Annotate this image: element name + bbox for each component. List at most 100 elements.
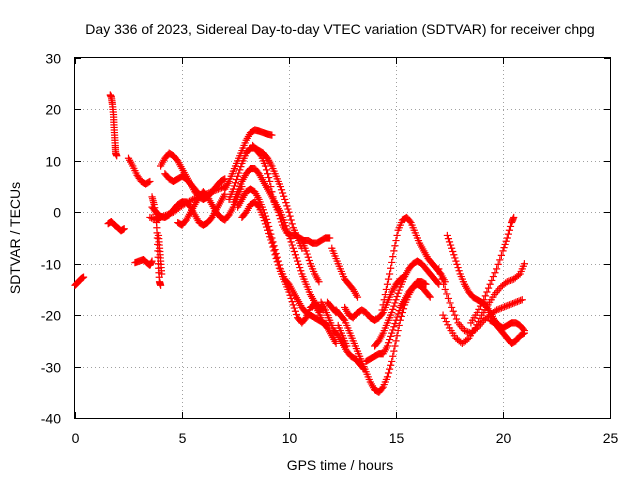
data-point-marker [395,307,403,315]
data-point-marker [392,337,400,345]
data-point-marker [503,234,511,242]
data-point-marker [315,278,323,286]
data-point-marker [445,238,454,246]
data-point-marker [232,175,241,184]
data-point-marker [332,339,340,348]
data-point-marker [282,199,290,207]
data-point-marker [268,239,276,247]
data-point-marker [451,254,459,262]
data-point-marker [510,213,518,222]
data-point-marker [449,247,457,256]
data-point-marker [444,235,453,243]
data-point-marker [353,293,362,301]
data-point-marker [451,311,459,319]
data-point-marker [435,265,443,273]
data-points [71,91,528,396]
data-point-marker [291,307,300,315]
data-point-marker [384,275,393,283]
data-point-marker [381,290,389,299]
data-point-marker [486,280,494,288]
data-point-marker [273,258,281,266]
data-point-marker [382,285,390,294]
data-point-marker [268,188,276,196]
data-point-marker [297,267,305,275]
x-tick-label: 25 [603,430,619,446]
data-point-marker [237,163,245,171]
data-point-marker [261,220,270,228]
data-point-marker [390,247,398,255]
data-point-marker [444,294,453,303]
x-tick-label: 0 [72,430,80,446]
data-point-marker [520,260,528,268]
data-point-marker [496,256,504,264]
data-point-marker [269,193,277,201]
data-point-marker [390,302,398,310]
data-point-marker [438,275,446,283]
data-point-marker [453,260,461,268]
data-point-marker [391,342,399,350]
data-point-marker [520,329,528,337]
data-point-marker [452,315,461,323]
data-point-marker [266,233,274,241]
data-point-marker [305,256,313,265]
data-point-marker [272,254,280,263]
data-point-marker [274,208,282,216]
data-point-marker [378,384,386,393]
data-point-marker [505,226,514,234]
data-point-marker [443,290,451,298]
y-tick-label: 20 [45,102,61,118]
data-point-marker [267,236,275,244]
data-point-marker [385,365,394,373]
y-tick-label: -20 [41,308,61,324]
data-point-marker [380,296,388,304]
data-point-marker [406,217,414,225]
data-point-marker [264,226,272,234]
data-point-marker [261,162,270,170]
data-point-marker [285,288,293,296]
data-point-marker [262,223,271,231]
data-point-marker [391,299,399,307]
data-point-marker [383,342,392,350]
data-point-marker [301,315,309,323]
data-point-marker [290,304,298,312]
data-point-marker [499,247,507,255]
data-point-marker [266,177,274,186]
data-point-marker [483,288,491,296]
data-point-marker [288,220,296,228]
data-point-marker [450,251,458,259]
data-point-marker [379,301,387,309]
data-point-marker [394,326,402,335]
data-point-marker [393,313,401,321]
data-point-marker [506,222,515,231]
data-point-marker [390,323,398,331]
data-point-marker [518,296,526,304]
data-point-marker [277,218,286,226]
data-point-marker [79,273,88,281]
data-point-marker [267,182,275,191]
data-point-marker [434,279,442,287]
data-point-marker [302,247,310,255]
data-point-marker [391,319,399,328]
data-point-marker [393,332,401,340]
data-point-marker [276,215,285,223]
data-point-marker [339,315,348,323]
data-point-marker [326,234,334,242]
data-point-marker [230,182,239,190]
data-point-marker [303,250,311,258]
x-axis: 0 5 10 15 20 25 [72,58,619,446]
data-point-marker [455,267,463,275]
y-tick-label: 30 [45,51,61,67]
data-point-marker [120,225,128,233]
data-point-marker [231,179,240,187]
data-point-marker [422,280,430,288]
data-point-marker [449,307,457,315]
data-point-marker [448,244,456,252]
data-point-marker [388,308,396,317]
data-point-marker [274,261,282,269]
data-point-marker [289,244,297,252]
data-point-marker [388,357,396,366]
data-point-marker [280,192,288,200]
data-point-marker [440,280,448,288]
data-point-marker [394,310,402,318]
